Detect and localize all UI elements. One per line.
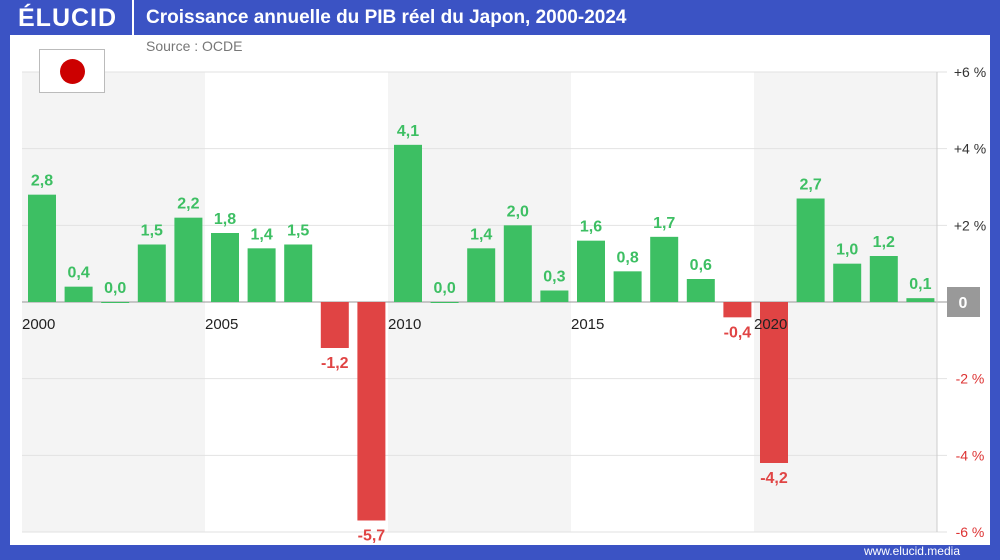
data-label: 1,5 <box>141 223 163 240</box>
zero-label-box <box>947 287 980 317</box>
data-label: 2,2 <box>177 196 199 213</box>
data-label: 0,0 <box>433 280 455 297</box>
y-tick-label: +2 % <box>954 217 986 233</box>
data-label: 2,0 <box>507 203 529 220</box>
data-label: 0,6 <box>690 257 712 274</box>
bar-2009 <box>357 302 386 521</box>
y-tick-label: +4 % <box>954 141 986 157</box>
data-label: 2,8 <box>31 173 53 190</box>
bar-2006 <box>247 248 276 302</box>
bar-2001 <box>64 286 93 302</box>
bar-2020 <box>760 302 788 463</box>
bar-2002 <box>101 302 130 303</box>
y-tick-label: +6 % <box>954 64 986 80</box>
bar-2005 <box>211 233 239 302</box>
data-label: 0,3 <box>543 269 565 286</box>
bar-2013 <box>503 225 532 302</box>
bar-2017 <box>650 236 679 302</box>
bar-2010 <box>394 144 422 302</box>
data-label: 1,7 <box>653 215 675 232</box>
bar-2018 <box>686 279 715 302</box>
bar-2019 <box>723 302 752 318</box>
y-tick-label: -6 % <box>956 524 985 540</box>
data-label: 0,8 <box>616 249 638 266</box>
footer-url[interactable]: www.elucid.media <box>863 544 960 558</box>
data-label: 1,6 <box>580 219 602 236</box>
bar-2016 <box>613 271 642 302</box>
data-label: 1,4 <box>470 226 492 243</box>
data-label: 1,2 <box>873 234 895 251</box>
x-tick-label: 2015 <box>571 316 604 333</box>
data-label: -5,7 <box>358 528 386 545</box>
data-label: -4,2 <box>760 470 788 487</box>
x-tick-label: 2020 <box>754 316 787 333</box>
data-label: 1,4 <box>250 226 272 243</box>
bar-2000 <box>28 194 56 302</box>
data-label: -1,2 <box>321 355 349 372</box>
bar-2007 <box>284 244 313 302</box>
bar-2014 <box>540 290 569 302</box>
data-label: 0,0 <box>104 280 126 297</box>
bar-2022 <box>833 263 862 302</box>
x-tick-label: 2010 <box>388 316 421 333</box>
data-label: -0,4 <box>724 324 752 341</box>
elucid-logo: ÉLUCID <box>18 4 118 32</box>
x-tick-label: 2000 <box>22 316 55 333</box>
data-label: 2,7 <box>799 177 821 194</box>
x-tick-label: 2005 <box>205 316 238 333</box>
data-label: 0,1 <box>909 276 931 293</box>
data-label: 0,4 <box>67 265 89 282</box>
bar-2021 <box>796 198 825 302</box>
bar-2004 <box>174 217 203 302</box>
y-tick-label: -4 % <box>956 447 985 463</box>
divider <box>132 0 134 35</box>
chart-title: Croissance annuelle du PIB réel du Japon… <box>146 7 627 28</box>
data-label: 4,1 <box>397 123 419 140</box>
bar-2024 <box>906 298 935 302</box>
data-label: 1,5 <box>287 223 309 240</box>
data-label: 1,8 <box>214 211 236 228</box>
y-tick-label: 0 <box>959 295 968 312</box>
bar-2023 <box>869 256 898 302</box>
bar-2015 <box>577 240 605 302</box>
bar-2003 <box>137 244 166 302</box>
source-label: Source : OCDE <box>146 38 243 54</box>
japan-flag-icon <box>39 49 105 93</box>
data-label: 1,0 <box>836 242 858 259</box>
bar-2008 <box>320 302 349 348</box>
bar-2011 <box>430 302 459 303</box>
bar-2012 <box>467 248 496 302</box>
header: ÉLUCID Croissance annuelle du PIB réel d… <box>0 0 1000 35</box>
y-tick-label: -2 % <box>956 371 985 387</box>
